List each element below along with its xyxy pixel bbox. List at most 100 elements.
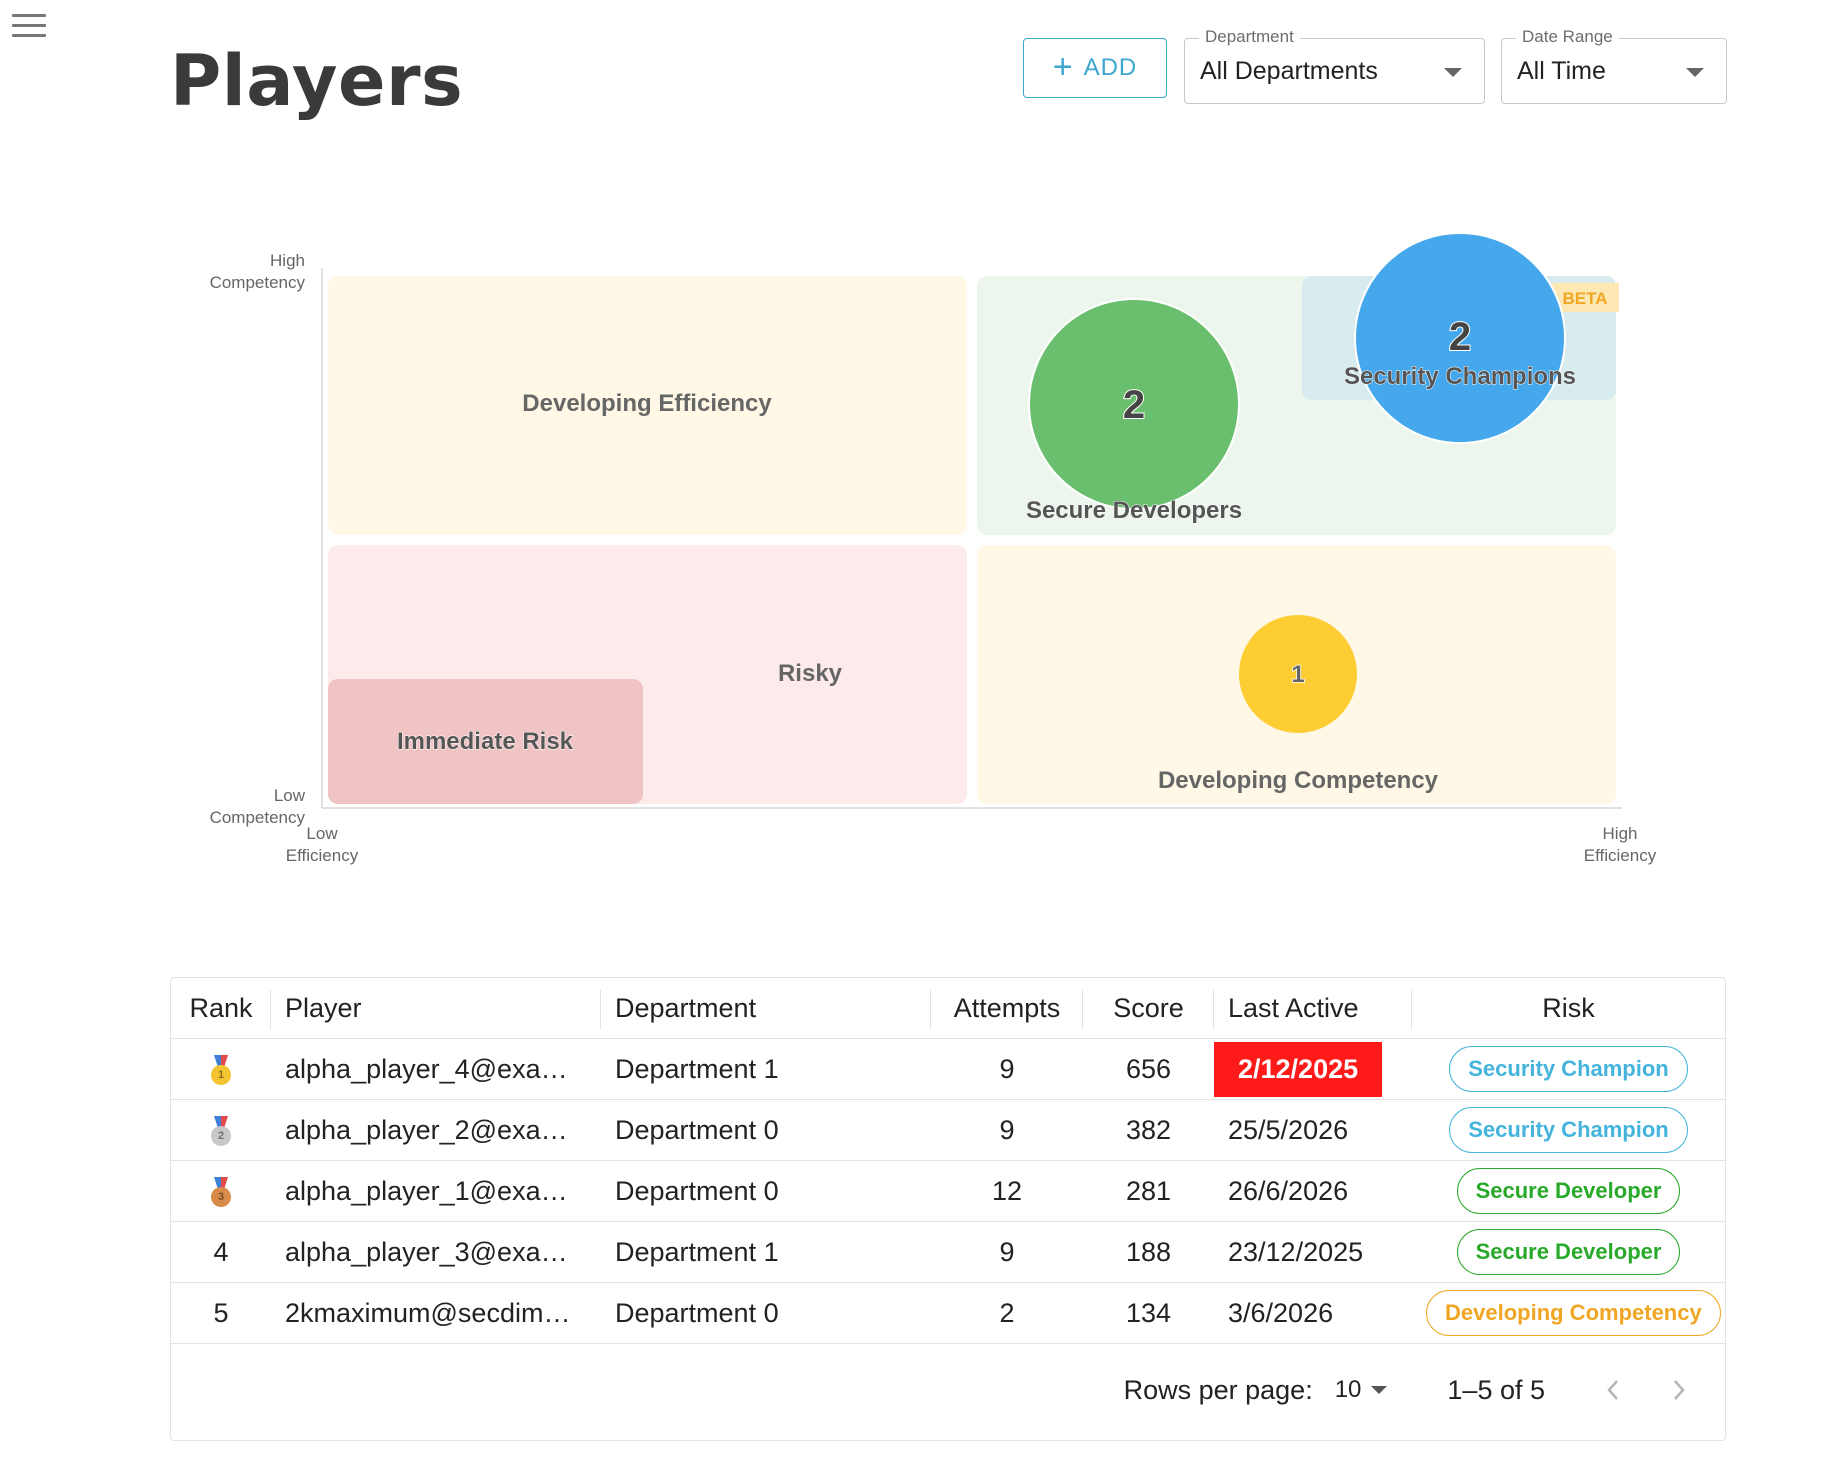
table-row[interactable]: 2 alpha_player_2@exa… Department 0 9 382… [171,1099,1725,1161]
table-row[interactable]: 5 2kmaximum@secdim… Department 0 2 134 3… [171,1282,1725,1344]
column-header-risk[interactable]: Risk [1412,978,1725,1039]
competency-quadrant-chart: High Competency Low Competency Low Effic… [210,232,1657,865]
plus-icon: + [1052,47,1074,86]
date-range-select-legend: Date Range [1516,27,1619,47]
zone-label-risky: Risky [778,660,843,687]
x-axis-high-label-2: Efficiency [1584,846,1657,865]
zone-label-developing-efficiency: Developing Efficiency [522,390,772,417]
risk-chip[interactable]: Security Champion [1449,1107,1688,1153]
player-cell: alpha_player_2@exa… [271,1099,601,1161]
player-cell: alpha_player_3@exa… [271,1221,601,1283]
attempts-cell: 12 [931,1160,1083,1222]
score-cell: 188 [1083,1221,1214,1283]
column-header-last-active[interactable]: Last Active [1214,978,1412,1039]
table-row[interactable]: 4 alpha_player_3@exa… Department 1 9 188… [171,1221,1725,1283]
silver-medal-icon: 2 [211,1115,231,1146]
bubble-security-champions[interactable] [1354,232,1566,444]
chevron-left-icon [1607,1380,1618,1400]
rows-per-page-label: Rows per page: [1123,1374,1313,1405]
rank-cell: 1 [171,1038,271,1100]
y-axis-low-label-1: Low [274,786,306,805]
risk-chip[interactable]: Developing Competency [1426,1290,1721,1336]
attempts-cell: 9 [931,1038,1083,1100]
table-header-row: Rank Player Department Attempts Score La… [171,978,1725,1039]
rank-cell: 4 [171,1221,271,1283]
department-cell: Department 0 [601,1099,931,1161]
bubble-count-secure-developers: 2 [1123,383,1145,427]
risk-cell: Secure Developer [1412,1221,1725,1283]
chevron-down-icon [1371,1386,1388,1394]
players-table: Rank Player Department Attempts Score La… [171,978,1725,1344]
y-axis-low-label-2: Competency [210,808,306,827]
department-cell: Department 1 [601,1038,931,1100]
risk-cell: Secure Developer [1412,1160,1725,1222]
zone-label-immediate-risk: Immediate Risk [397,728,574,755]
risk-chip[interactable]: Security Champion [1449,1046,1688,1092]
department-cell: Department 0 [601,1160,931,1222]
zone-label-developing-competency: Developing Competency [1158,767,1439,794]
rows-per-page-select[interactable]: 10 [1335,1376,1388,1404]
last-active-cell: 26/6/2026 [1214,1160,1412,1222]
score-cell: 281 [1083,1160,1214,1222]
add-button-label: ADD [1083,54,1138,81]
player-cell: alpha_player_1@exa… [271,1160,601,1222]
rank-cell: 2 [171,1099,271,1161]
score-cell: 656 [1083,1038,1214,1100]
bubble-count-security-champions: 2 [1449,315,1471,359]
last-active-cell: 23/12/2025 [1214,1221,1412,1283]
column-header-department[interactable]: Department [601,978,931,1039]
last-active-cell: 25/5/2026 [1214,1099,1412,1161]
last-active-highlight: 2/12/2025 [1214,1041,1383,1097]
column-header-score[interactable]: Score [1083,978,1214,1039]
score-cell: 134 [1083,1282,1214,1344]
chevron-right-icon [1674,1380,1685,1400]
attempts-cell: 9 [931,1221,1083,1283]
zone-label-security-champions: Security Champions [1344,363,1576,390]
rows-per-page-value: 10 [1334,1376,1362,1403]
player-cell: alpha_player_4@exa… [271,1038,601,1100]
risk-chip[interactable]: Secure Developer [1456,1168,1681,1214]
y-axis-high-label-2: Competency [210,273,306,292]
table-row[interactable]: 1 alpha_player_4@exa… Department 1 9 656… [171,1038,1725,1100]
column-header-player[interactable]: Player [271,978,601,1039]
column-header-rank[interactable]: Rank [171,978,271,1039]
department-select-value: All Departments [1200,57,1378,85]
column-header-attempts[interactable]: Attempts [931,978,1083,1039]
bubble-developing-competency[interactable] [1239,615,1357,733]
table-row[interactable]: 3 alpha_player_1@exa… Department 0 12 28… [171,1160,1725,1222]
rank-cell: 3 [171,1160,271,1222]
previous-page-button[interactable] [1593,1370,1633,1410]
date-range-select-value: All Time [1517,57,1606,85]
last-active-cell: 3/6/2026 [1214,1282,1412,1344]
risk-cell: Security Champion [1412,1099,1725,1161]
pagination: Rows per page: 10 1–5 of 5 [171,1340,1725,1440]
hamburger-menu-icon[interactable] [12,14,46,40]
player-cell: 2kmaximum@secdim… [271,1282,601,1344]
gold-medal-icon: 1 [211,1054,231,1085]
pagination-range: 1–5 of 5 [1447,1374,1545,1405]
risk-cell: Security Champion [1412,1038,1725,1100]
add-button[interactable]: + ADD [1023,38,1167,98]
department-cell: Department 1 [601,1221,931,1283]
date-range-select[interactable]: Date Range All Time [1501,27,1727,104]
y-axis-high-label-1: High [270,251,305,270]
attempts-cell: 9 [931,1099,1083,1161]
bubble-secure-developers[interactable] [1028,298,1240,510]
chevron-down-icon [1686,68,1704,77]
score-cell: 382 [1083,1099,1214,1161]
next-page-button[interactable] [1659,1370,1699,1410]
bubble-count-developing-competency: 1 [1291,661,1304,688]
beta-badge [1552,283,1619,312]
risk-chip[interactable]: Secure Developer [1456,1229,1681,1275]
page-title: Players [170,40,464,122]
players-table-card: Rank Player Department Attempts Score La… [170,977,1726,1441]
last-active-cell: 2/12/2025 [1214,1038,1412,1100]
department-select-legend: Department [1199,27,1300,47]
beta-badge-label: BETA [1562,289,1607,308]
x-axis-high-label-1: High [1603,824,1638,843]
x-axis-low-label-1: Low [306,824,338,843]
zone-developing-efficiency [328,276,967,535]
department-select[interactable]: Department All Departments [1184,27,1485,104]
bronze-medal-icon: 3 [211,1176,231,1207]
department-cell: Department 0 [601,1282,931,1344]
